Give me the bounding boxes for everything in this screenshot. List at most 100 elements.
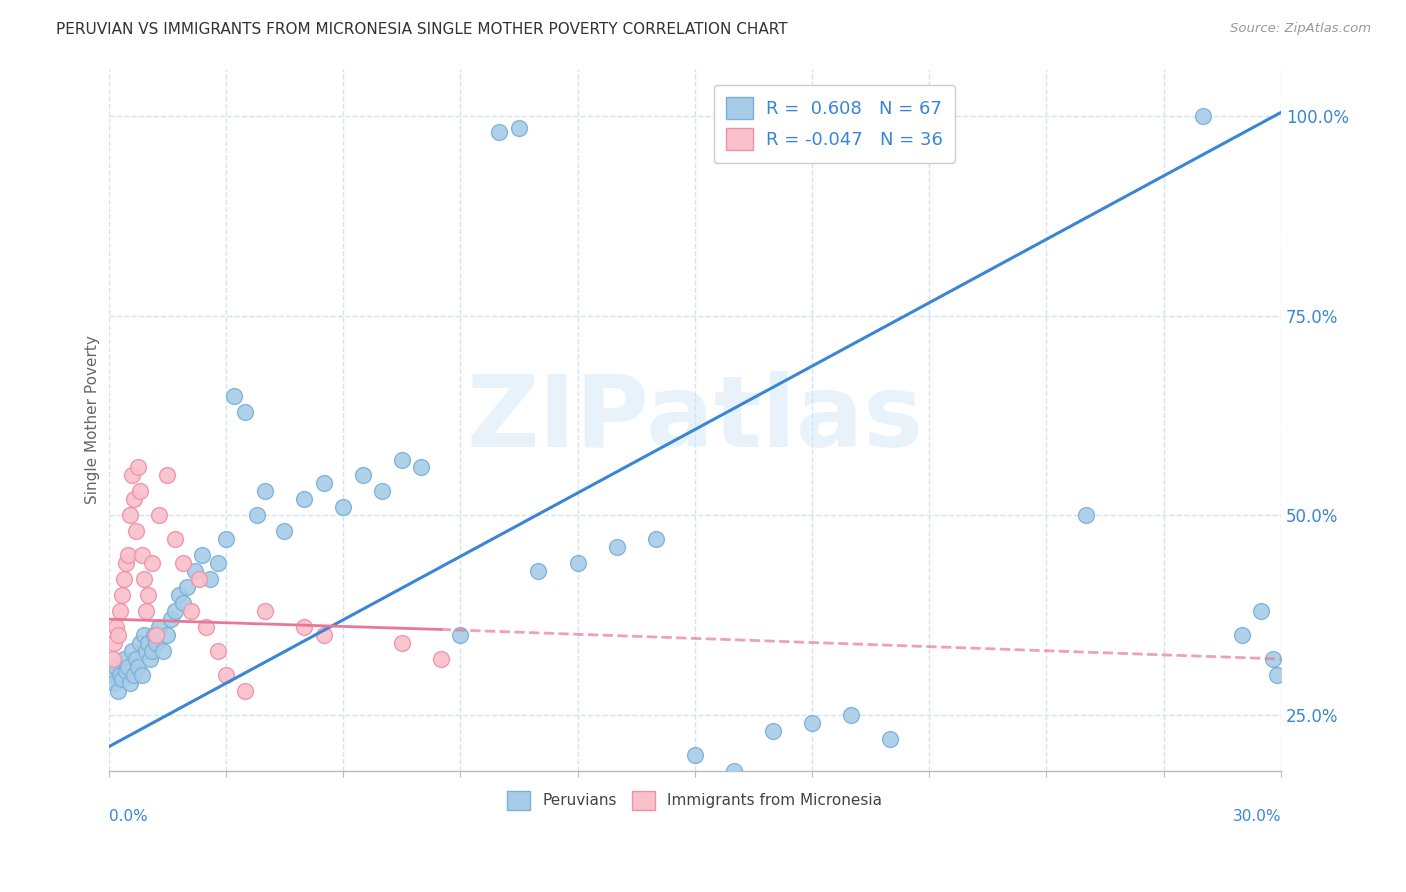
Point: [112, 652, 135, 666]
Point: [839, 707, 862, 722]
Text: 0.0%: 0.0%: [108, 809, 148, 824]
Point: [312, 628, 335, 642]
Point: [683, 747, 706, 762]
Point: [142, 628, 165, 642]
Point: [131, 668, 153, 682]
Point: [148, 508, 170, 523]
Point: [103, 676, 125, 690]
Point: [606, 541, 628, 555]
Point: [180, 604, 202, 618]
Point: [115, 556, 138, 570]
Point: [391, 452, 413, 467]
Text: PERUVIAN VS IMMIGRANTS FROM MICRONESIA SINGLE MOTHER POVERTY CORRELATION CHART: PERUVIAN VS IMMIGRANTS FROM MICRONESIA S…: [56, 22, 787, 37]
Point: [879, 731, 901, 746]
Point: [246, 508, 269, 523]
Point: [200, 572, 222, 586]
Point: [127, 660, 149, 674]
Point: [253, 484, 276, 499]
Point: [292, 492, 315, 507]
Point: [172, 556, 194, 570]
Point: [145, 628, 167, 642]
Point: [103, 636, 125, 650]
Point: [215, 668, 238, 682]
Point: [644, 533, 666, 547]
Point: [165, 604, 187, 618]
Point: [101, 668, 124, 682]
Point: [136, 588, 159, 602]
Point: [165, 533, 187, 547]
Point: [1191, 109, 1213, 123]
Point: [207, 644, 229, 658]
Point: [235, 684, 257, 698]
Point: [141, 556, 163, 570]
Point: [156, 628, 179, 642]
Point: [101, 652, 124, 666]
Point: [122, 668, 145, 682]
Point: [115, 664, 138, 678]
Point: [449, 628, 471, 642]
Point: [352, 468, 374, 483]
Point: [527, 564, 550, 578]
Point: [215, 533, 238, 547]
Point: [125, 652, 148, 666]
Point: [141, 644, 163, 658]
Point: [1265, 668, 1288, 682]
Point: [136, 636, 159, 650]
Point: [110, 604, 132, 618]
Point: [430, 652, 453, 666]
Point: [183, 564, 205, 578]
Point: [131, 548, 153, 562]
Y-axis label: Single Mother Poverty: Single Mother Poverty: [86, 335, 100, 504]
Point: [117, 660, 139, 674]
Point: [121, 644, 143, 658]
Point: [312, 476, 335, 491]
Point: [1074, 508, 1097, 523]
Point: [172, 596, 194, 610]
Point: [120, 676, 142, 690]
Point: [125, 524, 148, 539]
Point: [167, 588, 190, 602]
Point: [121, 468, 143, 483]
Point: [111, 672, 134, 686]
Point: [801, 715, 824, 730]
Point: [235, 404, 257, 418]
Point: [105, 660, 128, 674]
Point: [207, 556, 229, 570]
Point: [253, 604, 276, 618]
Point: [122, 492, 145, 507]
Point: [371, 484, 394, 499]
Point: [128, 484, 150, 499]
Point: [132, 572, 155, 586]
Point: [488, 125, 510, 139]
Point: [723, 764, 745, 778]
Point: [411, 460, 433, 475]
Point: [391, 636, 413, 650]
Point: [132, 628, 155, 642]
Point: [105, 620, 128, 634]
Point: [152, 644, 174, 658]
Point: [222, 389, 245, 403]
Point: [176, 580, 198, 594]
Point: [195, 620, 218, 634]
Point: [1250, 604, 1272, 618]
Point: [273, 524, 295, 539]
Point: [1263, 652, 1285, 666]
Point: [120, 508, 142, 523]
Point: [160, 612, 183, 626]
Text: Source: ZipAtlas.com: Source: ZipAtlas.com: [1230, 22, 1371, 36]
Text: 30.0%: 30.0%: [1233, 809, 1281, 824]
Point: [135, 644, 157, 658]
Point: [567, 556, 589, 570]
Point: [762, 723, 785, 738]
Point: [187, 572, 209, 586]
Point: [292, 620, 315, 634]
Point: [127, 460, 149, 475]
Point: [112, 572, 135, 586]
Point: [332, 500, 354, 515]
Point: [135, 604, 157, 618]
Legend: Peruvians, Immigrants from Micronesia: Peruvians, Immigrants from Micronesia: [501, 785, 889, 815]
Point: [107, 628, 129, 642]
Point: [508, 121, 530, 136]
Point: [128, 636, 150, 650]
Point: [117, 548, 139, 562]
